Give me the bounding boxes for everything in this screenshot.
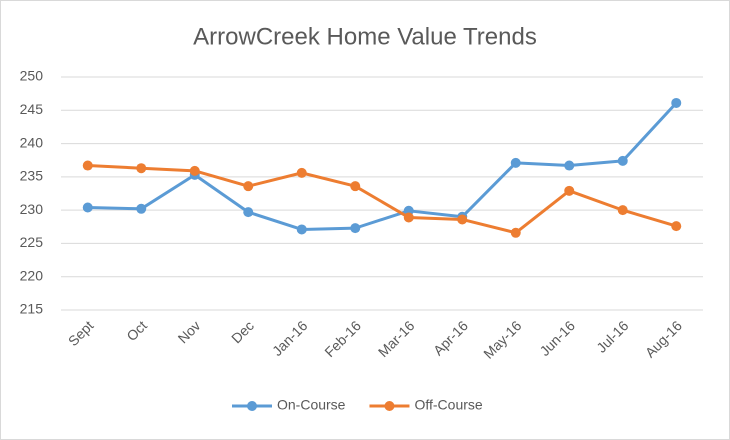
point-marker (564, 160, 575, 171)
legend-label: Off-Course (414, 397, 482, 413)
point-marker (403, 212, 414, 223)
series-line (87, 164, 677, 235)
point-marker (243, 181, 254, 192)
point-marker (189, 165, 200, 176)
point-marker (617, 155, 628, 166)
point-marker (510, 157, 521, 168)
y-tick-label: 250 (20, 68, 44, 84)
legend-label: On-Course (277, 397, 346, 413)
point-marker (350, 181, 361, 192)
point-marker (136, 203, 147, 214)
y-tick-label: 235 (20, 168, 44, 184)
point-marker (510, 227, 521, 238)
series-line (87, 101, 678, 231)
y-tick-label: 225 (20, 234, 44, 250)
y-tick-label: 230 (20, 201, 44, 217)
point-marker (457, 214, 468, 225)
point-marker (82, 202, 93, 213)
legend-swatch-marker (384, 401, 395, 411)
y-tick-label: 245 (20, 101, 44, 117)
point-marker (617, 205, 628, 216)
y-tick-label: 240 (20, 134, 44, 150)
y-tick-label: 220 (20, 267, 44, 283)
point-marker (82, 160, 93, 171)
point-marker (136, 163, 147, 174)
point-marker (671, 97, 682, 108)
y-tick-label: 215 (20, 301, 44, 317)
legend-swatch-marker (247, 401, 257, 411)
point-marker (671, 221, 682, 232)
point-marker (350, 223, 361, 234)
chart-title: ArrowCreek Home Value Trends (193, 23, 537, 50)
point-marker (296, 224, 307, 235)
point-marker (243, 207, 254, 218)
point-marker (296, 167, 307, 178)
point-marker (564, 185, 575, 196)
